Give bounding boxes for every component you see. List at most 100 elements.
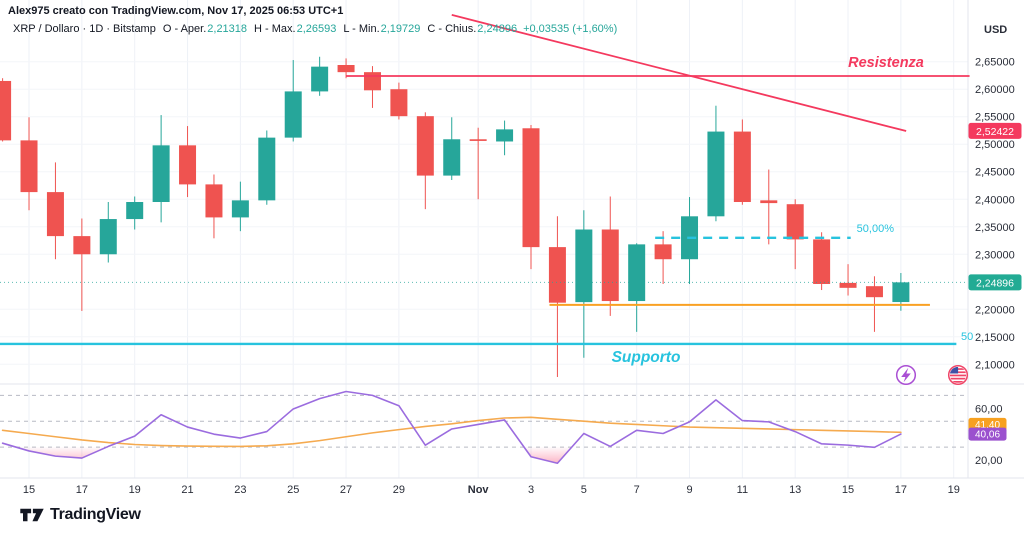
rsi-oversold-fill (15, 447, 107, 459)
close-value: 2,24896 (477, 23, 518, 35)
low-label: L - Min. (343, 23, 380, 35)
fib-50-label: 50,00% (857, 223, 895, 235)
candle-down (733, 131, 751, 203)
price-tick-label: 2,45000 (975, 167, 1015, 179)
candle-up (284, 91, 302, 138)
candle-down (46, 192, 64, 237)
price-tick-label: 2,15000 (975, 332, 1015, 344)
time-tick-label: 13 (789, 484, 801, 496)
candle-down (813, 239, 831, 284)
rsi-badge-text: 40,06 (975, 430, 1000, 441)
rsi-ma-line (1, 416, 902, 448)
rsi-oversold-fill (524, 447, 572, 464)
last-price-badge-text: 2,24896 (976, 277, 1014, 289)
candle-up (126, 202, 144, 220)
candle-down (760, 200, 778, 204)
candle-up (628, 244, 646, 302)
us-flag-event-icon[interactable] (949, 366, 967, 384)
time-axis[interactable]: 15 17 19 21 23 25 27 29 Nov 3 5 7 9 11 13 15 17 19 (23, 484, 960, 496)
candle-down (0, 80, 12, 141)
candle-down (179, 145, 197, 185)
time-tick-label: 19 (948, 484, 960, 496)
price-tick-label: 2,55000 (975, 112, 1015, 124)
candle-up (892, 282, 910, 303)
high-value: 2,26593 (296, 23, 337, 35)
time-tick-label: 5 (581, 484, 587, 496)
event-icons[interactable] (895, 364, 969, 386)
candle-down (337, 65, 355, 73)
time-tick-label: 21 (181, 484, 193, 496)
price-tick-label: 2,30000 (975, 249, 1015, 261)
time-tick-label: 11 (737, 484, 748, 496)
time-tick-label: 25 (287, 484, 299, 496)
candle-up (311, 66, 329, 92)
time-tick-label: 27 (340, 484, 352, 496)
time-tick-label: Nov (468, 484, 490, 496)
candlestick-series[interactable] (0, 56, 910, 377)
resistance-label: Resistenza (848, 55, 924, 71)
open-value: 2,21318 (207, 23, 248, 35)
trendline-price-badge (968, 122, 1022, 139)
candle-down (469, 139, 487, 141)
time-tick-label: 7 (634, 484, 640, 496)
time-tick-label: 23 (234, 484, 246, 496)
rsi-panel[interactable] (0, 390, 968, 465)
candle-up (99, 219, 117, 255)
candle-down (363, 72, 381, 91)
change-value: +0,03535 (+1,60%) (523, 23, 618, 35)
time-tick-label: 9 (686, 484, 692, 496)
time-tick-label: 15 (23, 484, 35, 496)
price-tick-label: 2,20000 (975, 304, 1015, 316)
price-tick-label: 2,35000 (975, 222, 1015, 234)
tradingview-logo[interactable]: TradingView (20, 506, 141, 524)
drawing-overlays[interactable]: Resistenza Supporto 50,00% (0, 14, 970, 366)
trendline-price-badge-text: 2,52422 (976, 126, 1014, 138)
candle-down (865, 286, 883, 298)
last-price-badge (968, 274, 1022, 291)
tradingview-logo-icon (20, 508, 44, 522)
low-value: 2,19729 (380, 23, 421, 35)
price-tick-label: 2,60000 (975, 84, 1015, 96)
symbol-title: XRP / Dollaro · 1D · Bitstamp (13, 23, 156, 35)
time-tick-label: 29 (393, 484, 405, 496)
time-tick-label: 17 (895, 484, 907, 496)
rsi-badge (968, 427, 1007, 441)
price-tick-label: 2,40000 (975, 194, 1015, 206)
rsi-line (1, 390, 902, 465)
price-axis[interactable]: USD 2,65000 2,60000 2,55000 2,50000 2,45000 2,… (961, 24, 1022, 467)
descending-trendline[interactable] (451, 14, 907, 132)
support-axis-partial-label: 50 (961, 331, 973, 343)
candle-down (654, 244, 672, 260)
candle-up (575, 229, 593, 303)
time-tick-label: 3 (528, 484, 534, 496)
candle-down (839, 282, 857, 288)
panel-dividers (0, 0, 1024, 479)
candle-down (786, 204, 804, 240)
price-tick-label: 2,10000 (975, 359, 1015, 371)
candle-up (496, 129, 514, 142)
candle-down (522, 128, 540, 248)
open-label: O - Aper. (162, 23, 207, 35)
symbol-legend[interactable]: XRP / Dollaro · 1D · Bitstamp O - Aper.2,… (13, 23, 617, 35)
time-tick-label: 19 (129, 484, 141, 496)
candle-up (258, 137, 276, 201)
rsi-tick-label: 20,00 (975, 455, 1003, 467)
candle-up (231, 200, 249, 218)
chart-grid (0, 0, 968, 478)
price-tick-label: 2,65000 (975, 57, 1015, 69)
rsi-ma-badge-text: 41,40 (975, 420, 1000, 431)
tradingview-logo-text: TradingView (50, 506, 141, 523)
candle-up (443, 139, 461, 176)
price-tick-label: 2,50000 (975, 139, 1015, 151)
candle-down (416, 116, 434, 176)
currency-label: USD (984, 24, 1007, 36)
close-label: C - Chius. (427, 23, 477, 35)
support-label: Supporto (612, 349, 681, 366)
candle-down (390, 89, 408, 117)
high-label: H - Max. (254, 23, 296, 35)
time-tick-label: 15 (842, 484, 854, 496)
lightning-bolt-glyph (901, 367, 911, 383)
attribution-text: Alex975 creato con TradingView.com, Nov … (8, 5, 344, 17)
